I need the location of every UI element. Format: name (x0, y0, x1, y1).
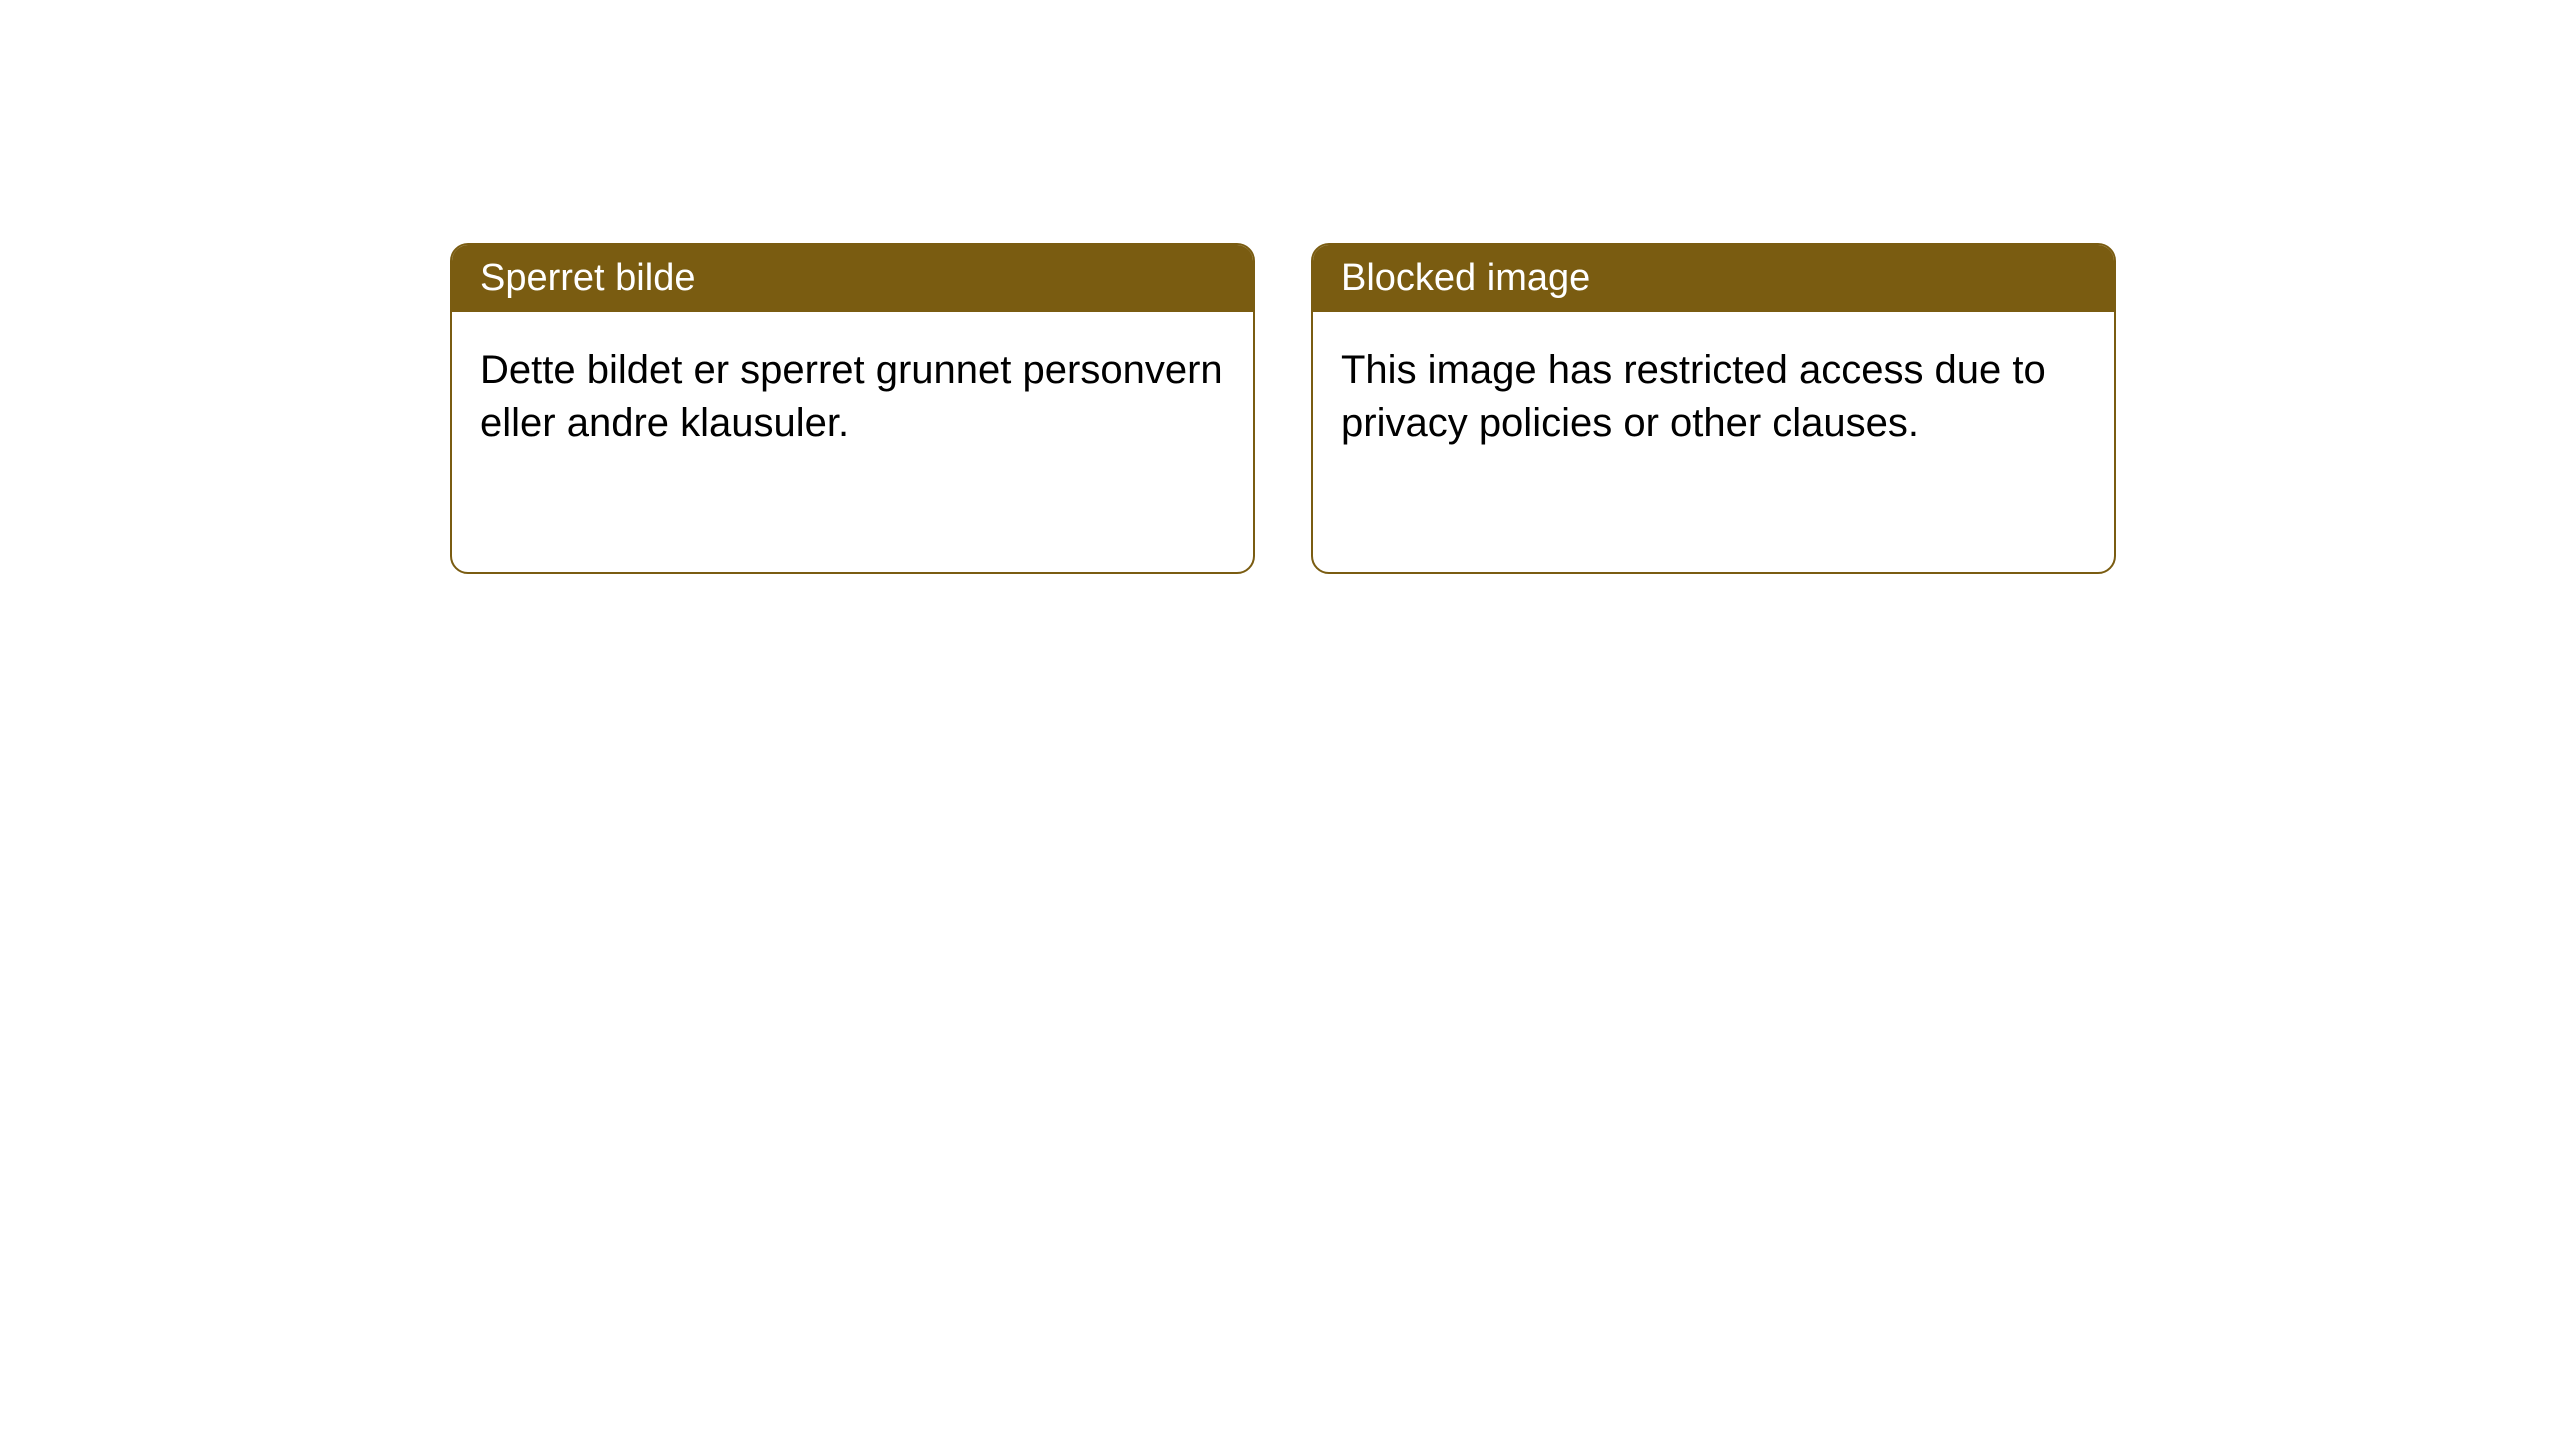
notice-text: Dette bildet er sperret grunnet personve… (480, 348, 1223, 445)
notice-box-english: Blocked image This image has restricted … (1311, 243, 2116, 574)
notice-body: This image has restricted access due to … (1313, 312, 2114, 572)
notice-title: Sperret bilde (480, 257, 695, 299)
notice-header: Blocked image (1313, 245, 2114, 312)
notice-text: This image has restricted access due to … (1341, 348, 2046, 445)
notice-container: Sperret bilde Dette bildet er sperret gr… (450, 243, 2116, 574)
notice-box-norwegian: Sperret bilde Dette bildet er sperret gr… (450, 243, 1255, 574)
notice-body: Dette bildet er sperret grunnet personve… (452, 312, 1253, 572)
notice-title: Blocked image (1341, 257, 1590, 299)
notice-header: Sperret bilde (452, 245, 1253, 312)
